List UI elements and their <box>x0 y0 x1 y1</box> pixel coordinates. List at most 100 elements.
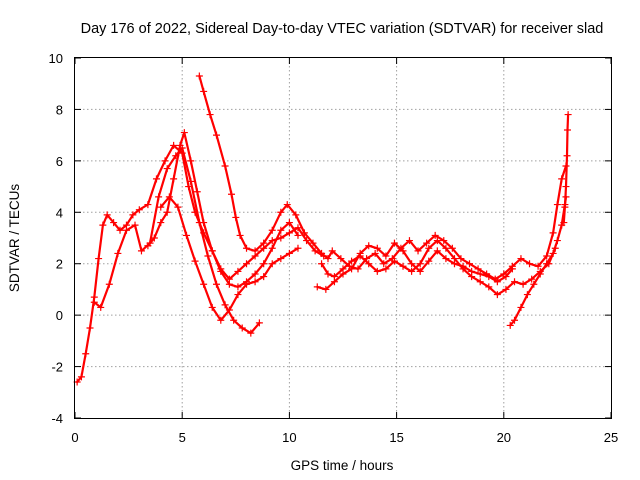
data-point <box>163 165 171 173</box>
data-point <box>530 280 538 288</box>
data-point <box>238 324 246 332</box>
data-point <box>318 249 326 257</box>
data-point <box>131 221 139 229</box>
data-point <box>523 291 531 299</box>
series-line <box>146 131 325 281</box>
data-point <box>324 255 332 263</box>
data-point <box>294 231 302 239</box>
data-point <box>502 285 510 293</box>
y-tick-label: 0 <box>56 308 63 323</box>
y-tick-label: 2 <box>56 257 63 272</box>
data-point <box>433 237 441 245</box>
data-point <box>144 201 152 209</box>
data-point <box>303 237 311 245</box>
data-point <box>247 329 255 337</box>
data-point <box>251 270 259 278</box>
data-point <box>408 260 416 268</box>
data-point <box>228 190 236 198</box>
data-point <box>285 219 293 227</box>
data-traces <box>73 72 572 386</box>
data-point <box>322 285 330 293</box>
data-point <box>330 278 338 286</box>
data-point <box>318 260 326 268</box>
data-point <box>337 255 345 263</box>
y-tick-label: -2 <box>51 360 63 375</box>
data-point <box>474 265 482 273</box>
data-point <box>313 283 321 291</box>
tick-labels: 0 5 10 15 20 25 -4 -2 0 2 4 6 8 10 <box>49 51 619 445</box>
series-trace-7 <box>313 239 516 293</box>
data-point <box>425 244 433 252</box>
data-point <box>174 203 182 211</box>
data-point <box>292 211 300 219</box>
data-point <box>485 283 493 291</box>
data-point <box>170 175 178 183</box>
data-point <box>225 275 233 283</box>
data-point <box>116 226 124 234</box>
series-trace-4 <box>157 193 302 324</box>
data-point <box>476 278 484 286</box>
data-point <box>213 131 221 139</box>
data-point <box>511 316 519 324</box>
data-point <box>380 260 388 268</box>
data-point <box>193 188 201 196</box>
data-point <box>137 247 145 255</box>
data-point <box>448 244 456 252</box>
data-point <box>90 298 98 306</box>
data-point <box>450 260 458 268</box>
data-point <box>465 260 473 268</box>
series-trace-3 <box>144 129 328 283</box>
data-point <box>206 111 214 119</box>
data-point <box>390 257 398 265</box>
data-point <box>200 219 208 227</box>
data-point <box>549 229 557 237</box>
data-point <box>561 203 569 211</box>
data-point <box>268 244 276 252</box>
data-point <box>277 208 285 216</box>
data-point <box>560 219 568 227</box>
data-point <box>382 252 390 260</box>
data-point <box>268 260 276 268</box>
data-point <box>390 239 398 247</box>
data-point <box>534 262 542 270</box>
x-tick-label: 10 <box>282 430 296 445</box>
data-point <box>519 280 527 288</box>
data-point <box>553 237 561 245</box>
data-point <box>232 213 240 221</box>
data-point <box>373 244 381 252</box>
data-point <box>414 247 422 255</box>
data-point <box>382 265 390 273</box>
data-point <box>234 267 242 275</box>
data-point <box>373 267 381 275</box>
data-point <box>157 203 165 211</box>
data-point <box>150 234 158 242</box>
data-point <box>95 255 103 263</box>
data-point <box>82 350 90 358</box>
data-point <box>204 252 212 260</box>
data-point <box>425 257 433 265</box>
data-point <box>251 247 259 255</box>
data-point <box>442 244 450 252</box>
data-point <box>243 280 251 288</box>
data-point <box>255 319 263 327</box>
data-point <box>416 267 424 275</box>
data-point <box>536 270 544 278</box>
data-point <box>86 324 94 332</box>
data-point <box>191 257 199 265</box>
data-point <box>217 265 225 273</box>
data-point <box>187 157 195 165</box>
data-point <box>105 280 113 288</box>
series-trace-5 <box>195 72 570 283</box>
data-point <box>493 278 501 286</box>
data-point <box>251 278 259 286</box>
data-point <box>283 201 291 209</box>
data-point <box>144 242 152 250</box>
data-point <box>348 257 356 265</box>
data-point <box>459 262 467 270</box>
data-point <box>110 219 118 227</box>
y-tick-label: 4 <box>56 205 63 220</box>
data-point <box>553 201 561 209</box>
data-point <box>217 316 225 324</box>
data-point <box>493 291 501 299</box>
